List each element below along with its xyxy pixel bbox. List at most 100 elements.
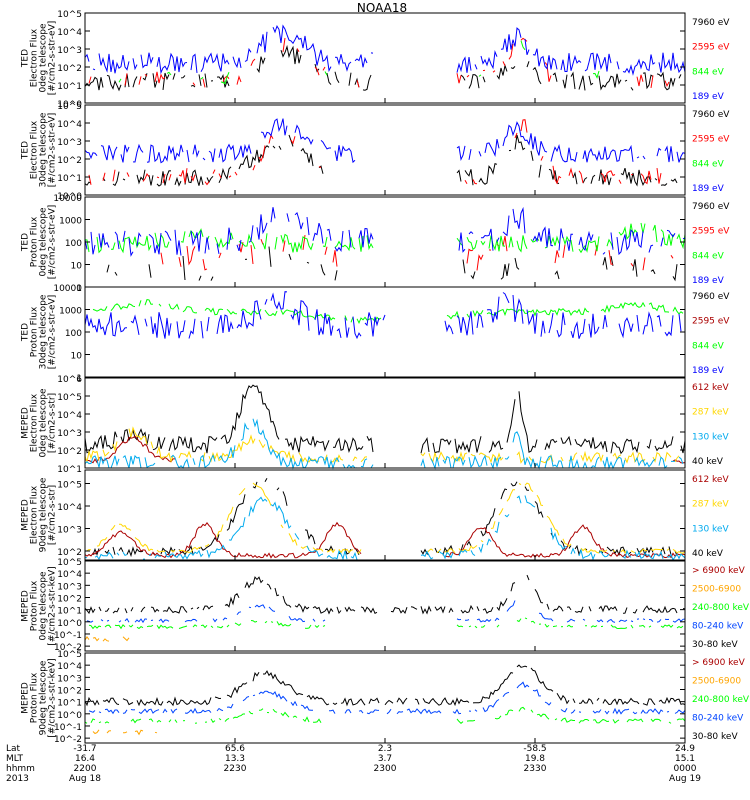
legend-entry: 40 keV: [692, 549, 724, 559]
y-tick-label: 10^0: [57, 192, 82, 202]
y-tick-label: 10^5: [57, 650, 82, 660]
y-axis-label-line: Proton Flux: [30, 216, 40, 267]
y-axis-label-line: 0deg telescope: [39, 23, 49, 93]
y-axis-label: MEPEDElectron Flux0deg telescope[#/cm2-s…: [21, 388, 58, 458]
y-tick-label: 10^4: [57, 570, 82, 580]
x-tick-label: 15.1: [675, 754, 695, 764]
y-tick-label: 10^5: [57, 393, 82, 403]
legend-entry: 612 keV: [692, 475, 729, 485]
y-tick-label: 10^4: [57, 28, 82, 38]
legend-entry: 2500-6900: [692, 585, 741, 595]
panel-frame: [84, 104, 686, 196]
legend-entry: 2500-6900: [692, 677, 741, 687]
chart-title: NOAA18: [357, 1, 407, 15]
legend-entry: 130 keV: [692, 432, 729, 442]
y-axis-label-line: 30deg telescope: [39, 294, 49, 369]
y-axis-label: MEPEDProton Flux0deg telescope[#/cm2-s-s…: [21, 566, 58, 645]
y-tick-label: 10000: [53, 194, 82, 204]
y-axis-label-line: MEPED: [21, 499, 31, 531]
series-line-ted-p-30-2: [92, 299, 684, 324]
y-tick-label: 10^2: [57, 548, 82, 558]
y-axis-label-line: [#/cm2-s-str-keV]: [48, 566, 58, 645]
series-line-ted-p-0-3: [84, 206, 686, 257]
legend-entry: 189 eV: [692, 276, 725, 286]
legend-entry: 7960 eV: [692, 202, 730, 212]
y-axis-label-line: MEPED: [21, 407, 31, 439]
legend-entry: 612 keV: [692, 383, 729, 393]
y-axis-label-line: [#/cm2-s-str-eV]: [48, 205, 58, 280]
x-row-label: 2013: [6, 774, 29, 784]
x-tick-label: Aug 19: [669, 774, 701, 784]
x-row-label: Lat: [6, 744, 21, 754]
y-tick-label: 100: [65, 329, 82, 339]
legend-entry: 240-800 keV: [692, 603, 750, 613]
series-line-meped-p-90-0: [84, 664, 686, 707]
y-tick-label: 10000: [53, 284, 82, 294]
y-axis-label: MEPEDElectron Flux90deg telescope[#/cm2-…: [21, 477, 58, 552]
series-line-ted-p-0-2: [84, 222, 686, 254]
y-tick-label: 10^1: [57, 465, 82, 475]
x-tick-label: 2.3: [378, 744, 392, 754]
y-axis-label: TEDProton Flux0deg telescope[#/cm2-s-str…: [21, 205, 58, 280]
y-tick-label: 10^1: [57, 174, 82, 184]
panel-frame: [84, 12, 686, 104]
series-line-ted-e-0-3: [84, 24, 686, 76]
x-tick-label: 65.6: [225, 744, 245, 754]
y-tick-label: 1: [76, 374, 82, 384]
y-tick-label: 10^4: [57, 120, 82, 130]
y-axis-label-line: Electron Flux: [30, 28, 40, 87]
y-axis-label-line: Electron Flux: [30, 485, 40, 544]
x-tick-label: 16.4: [75, 754, 95, 764]
series-line-meped-e-0-3: [84, 418, 684, 470]
y-axis-label-line: [#/cm2-s-str-eV]: [48, 113, 58, 188]
y-tick-label: 10^1: [57, 607, 82, 617]
legend-entry: 2595 eV: [692, 227, 730, 237]
y-tick-label: 10^4: [57, 503, 82, 513]
y-tick-label: 10^2: [57, 686, 82, 696]
panel-frame: [84, 469, 686, 561]
legend-entry: 80-240 keV: [692, 622, 744, 632]
y-axis-label-line: MEPED: [21, 682, 31, 714]
x-tick-label: -58.5: [523, 744, 546, 754]
y-axis-label-line: 0deg telescope: [39, 388, 49, 458]
y-tick-label: 10^3: [57, 429, 82, 439]
series-line-ted-e-30-3: [84, 118, 686, 164]
y-tick-label: 10^2: [57, 64, 82, 74]
legend-entry: 2595 eV: [692, 135, 730, 145]
y-axis-label: TEDProton Flux30deg telescope[#/cm2-s-st…: [21, 294, 58, 369]
y-axis-label-line: 0deg telescope: [39, 571, 49, 641]
legend-entry: 40 keV: [692, 457, 724, 467]
series-line-meped-e-90-2: [86, 482, 686, 554]
y-tick-label: 10: [71, 352, 83, 362]
series-line-meped-p-0-2: [88, 617, 684, 630]
y-axis-label-line: 90deg telescope: [39, 477, 49, 552]
legend-entry: 2595 eV: [692, 43, 730, 53]
legend-entry: 844 eV: [692, 341, 725, 351]
y-axis-label-line: Electron Flux: [30, 393, 40, 452]
y-axis-label-line: TED: [21, 49, 31, 68]
legend-entry: 7960 eV: [692, 292, 730, 302]
x-tick-label: 3.7: [378, 754, 392, 764]
y-tick-label: 10^0: [57, 711, 82, 721]
y-axis-label-line: TED: [21, 141, 31, 160]
series-line-meped-p-90-3: [92, 729, 158, 736]
legend-entry: 189 eV: [692, 366, 725, 376]
y-axis-label-line: 90deg telescope: [39, 660, 49, 735]
y-axis-label-line: 0deg telescope: [39, 207, 49, 277]
y-axis-label-line: [#/cm2-s-str]: [48, 485, 58, 545]
y-tick-label: 10^5: [57, 102, 82, 112]
y-tick-label: 10^2: [57, 594, 82, 604]
x-tick-label: 2300: [374, 764, 397, 774]
legend-entry: 240-800 keV: [692, 695, 750, 705]
y-tick-label: 10^0: [57, 100, 82, 110]
y-tick-label: 1: [76, 284, 82, 294]
x-tick-label: 2330: [524, 764, 547, 774]
x-tick-label: 0000: [674, 764, 697, 774]
y-tick-label: 10^5: [57, 481, 82, 491]
legend-entry: 80-240 keV: [692, 714, 744, 724]
y-tick-label: 10^-2: [54, 735, 82, 745]
